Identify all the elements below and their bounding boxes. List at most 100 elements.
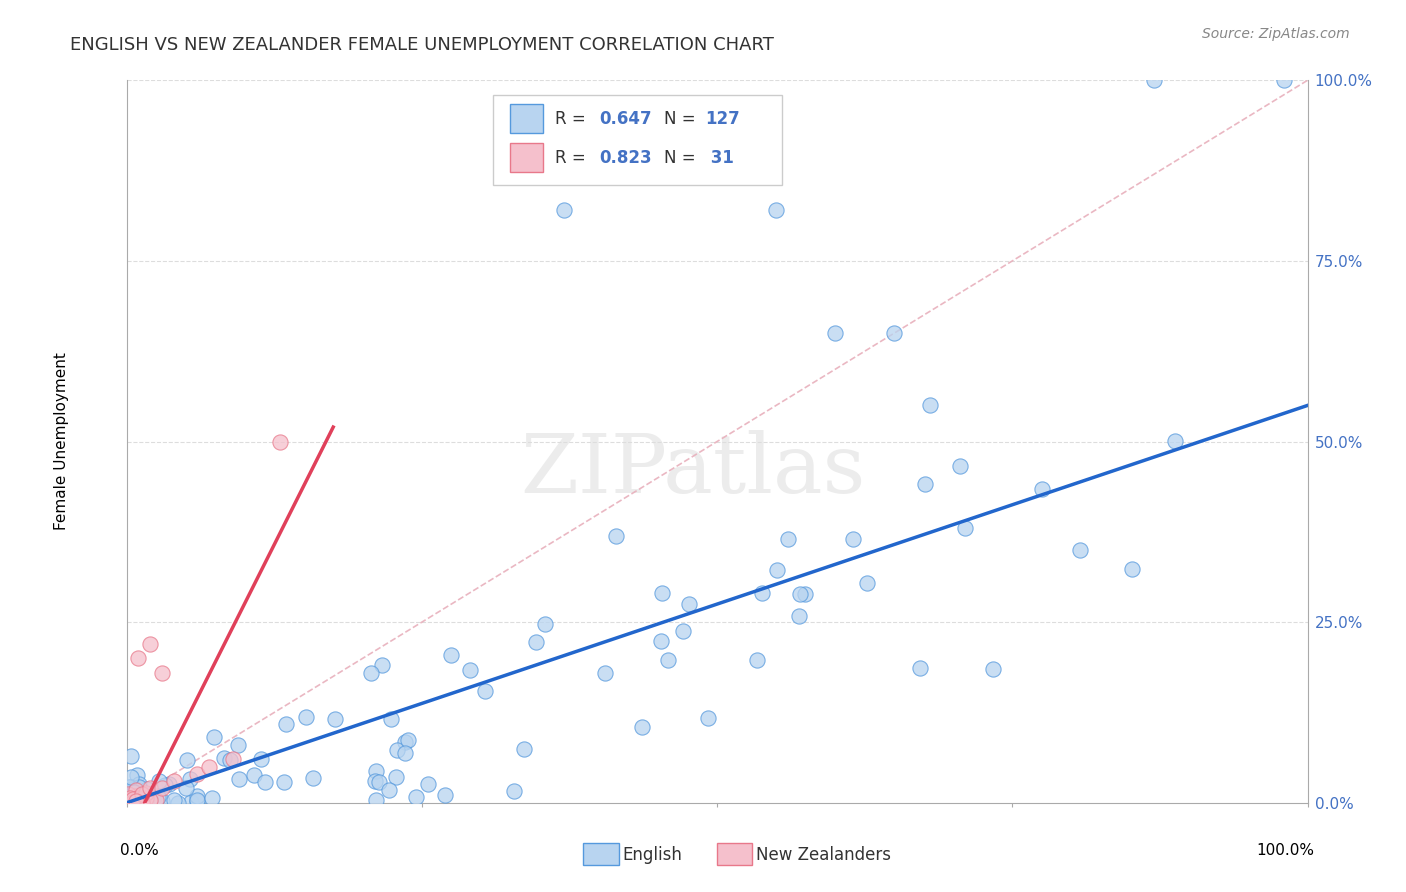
- Text: 100.0%: 100.0%: [1257, 843, 1315, 858]
- Point: [186, 794, 208, 808]
- Point: [132, 788, 155, 802]
- Point: [122, 795, 145, 809]
- Point: [131, 791, 153, 805]
- Point: [200, 791, 222, 805]
- Point: [953, 521, 976, 535]
- Point: [842, 532, 865, 546]
- Point: [166, 796, 188, 810]
- Point: [135, 791, 157, 805]
- Point: [124, 789, 146, 803]
- Point: [776, 532, 799, 546]
- Point: [526, 635, 548, 649]
- Point: [131, 796, 153, 810]
- Point: [366, 764, 388, 779]
- Point: [387, 743, 409, 757]
- Point: [366, 792, 388, 806]
- Point: [918, 398, 941, 412]
- Point: [180, 795, 202, 809]
- Point: [135, 781, 157, 796]
- Point: [131, 796, 153, 810]
- Point: [124, 783, 146, 797]
- Point: [1031, 483, 1053, 497]
- Point: [212, 751, 235, 765]
- Text: 0.0%: 0.0%: [120, 843, 159, 858]
- Point: [323, 712, 346, 726]
- Point: [434, 788, 457, 802]
- Point: [226, 738, 249, 752]
- Point: [115, 787, 138, 801]
- Point: [243, 768, 266, 782]
- Point: [1121, 561, 1143, 575]
- Point: [513, 742, 536, 756]
- Point: [651, 586, 673, 600]
- Point: [747, 653, 769, 667]
- Point: [163, 774, 186, 789]
- Point: [117, 793, 139, 807]
- Text: N =: N =: [664, 149, 700, 167]
- Point: [163, 793, 186, 807]
- Point: [128, 777, 150, 791]
- Point: [794, 587, 817, 601]
- Point: [650, 634, 672, 648]
- Point: [672, 624, 695, 638]
- Point: [367, 775, 389, 789]
- Point: [125, 794, 148, 808]
- Point: [120, 790, 142, 805]
- Point: [122, 795, 145, 809]
- Point: [120, 791, 142, 805]
- Point: [696, 711, 718, 725]
- Point: [122, 791, 145, 805]
- Point: [127, 651, 149, 665]
- Point: [914, 477, 936, 491]
- Point: [142, 792, 165, 806]
- Point: [117, 789, 139, 804]
- Point: [856, 575, 879, 590]
- Point: [503, 784, 526, 798]
- Text: 0.647: 0.647: [599, 110, 651, 128]
- Point: [202, 730, 225, 744]
- Point: [121, 795, 143, 809]
- Point: [128, 795, 150, 809]
- Point: [360, 665, 382, 680]
- Point: [405, 790, 427, 805]
- Text: 31: 31: [706, 149, 734, 167]
- Point: [396, 732, 419, 747]
- Point: [766, 563, 789, 577]
- Point: [131, 796, 153, 810]
- Point: [949, 459, 972, 474]
- Text: English: English: [623, 846, 683, 863]
- Point: [1164, 434, 1187, 448]
- Point: [228, 772, 250, 786]
- Point: [657, 653, 679, 667]
- Point: [378, 783, 401, 797]
- Point: [117, 785, 139, 799]
- Point: [416, 777, 439, 791]
- Point: [129, 788, 152, 802]
- Point: [1143, 73, 1166, 87]
- Point: [120, 781, 142, 796]
- Text: ZIPatlas: ZIPatlas: [520, 431, 866, 510]
- Point: [302, 771, 325, 785]
- Point: [118, 780, 141, 795]
- Point: [150, 794, 173, 808]
- Point: [186, 789, 208, 803]
- Point: [118, 790, 141, 805]
- Point: [179, 772, 201, 786]
- Bar: [510, 104, 544, 133]
- Point: [143, 793, 166, 807]
- Point: [593, 665, 616, 680]
- Point: [157, 777, 180, 791]
- Point: [135, 791, 157, 805]
- Bar: [510, 143, 544, 172]
- Point: [120, 785, 142, 799]
- Point: [135, 786, 157, 800]
- Text: ENGLISH VS NEW ZEALANDER FEMALE UNEMPLOYMENT CORRELATION CHART: ENGLISH VS NEW ZEALANDER FEMALE UNEMPLOY…: [70, 36, 775, 54]
- Point: [148, 790, 170, 805]
- Point: [440, 648, 463, 662]
- Point: [118, 789, 141, 803]
- Text: Source: ZipAtlas.com: Source: ZipAtlas.com: [1202, 27, 1350, 41]
- Point: [789, 586, 811, 600]
- Point: [150, 781, 173, 796]
- Point: [765, 203, 787, 218]
- Point: [678, 598, 700, 612]
